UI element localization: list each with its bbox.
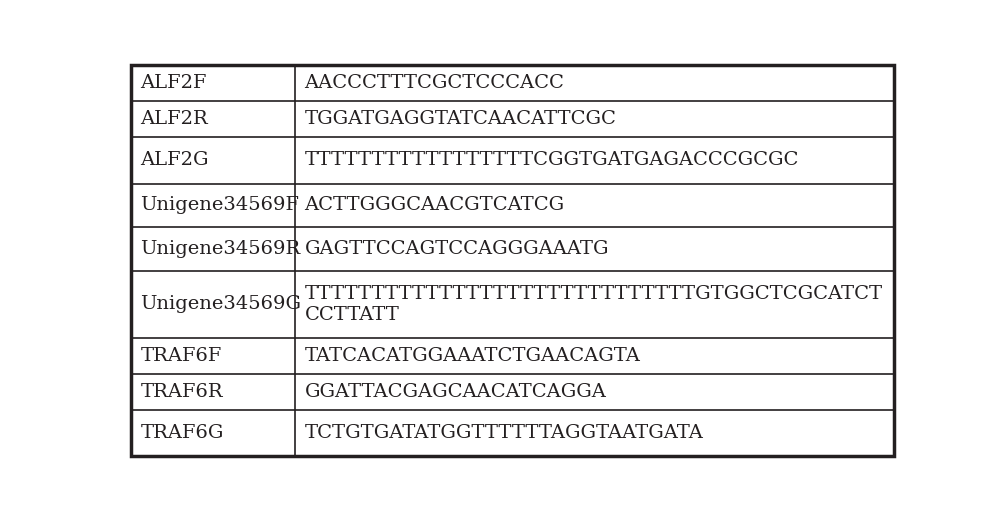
Text: TTTTTTTTTTTTTTTTTCGGTGATGAGACCCGCGC: TTTTTTTTTTTTTTTTTCGGTGATGAGACCCGCGC [304,152,799,169]
Text: TRAF6F: TRAF6F [140,347,222,365]
Bar [131,227,295,271]
Text: ALF2G: ALF2G [140,152,209,169]
Bar [295,374,894,410]
Text: TATCACATGGAAATCTGAACAGTA: TATCACATGGAAATCTGAACAGTA [304,347,640,365]
Bar [131,184,295,227]
Bar [131,337,295,374]
Text: TGGATGAGGTATCAACATTCGC: TGGATGAGGTATCAACATTCGC [304,110,616,128]
Bar [295,271,894,337]
Bar [131,410,295,456]
Text: Unigene34569R: Unigene34569R [140,240,301,258]
Bar [131,374,295,410]
Text: AACCCTTTCGCTCCCACC: AACCCTTTCGCTCCCACC [304,74,564,92]
Bar [131,101,295,137]
Bar [295,184,894,227]
Bar [295,137,894,184]
Text: ALF2F: ALF2F [140,74,207,92]
Bar [295,337,894,374]
Text: ALF2R: ALF2R [140,110,208,128]
Text: Unigene34569G: Unigene34569G [140,295,302,313]
Bar [131,271,295,337]
Text: Unigene34569F: Unigene34569F [140,196,300,214]
Bar [131,65,295,101]
Bar [295,65,894,101]
Text: GGATTACGAGCAACATCAGGA: GGATTACGAGCAACATCAGGA [304,383,606,401]
Text: TCTGTGATATGGTTTTTTAGGTAATGATA: TCTGTGATATGGTTTTTTAGGTAATGATA [304,424,703,442]
Text: TRAF6R: TRAF6R [140,383,223,401]
Bar [131,137,295,184]
Text: TRAF6G: TRAF6G [140,424,224,442]
Text: TTTTTTTTTTTTTTTTTTTTTTTTTTTTTGTGGCTCGCATCT
CCTTATT: TTTTTTTTTTTTTTTTTTTTTTTTTTTTTGTGGCTCGCAT… [304,285,883,324]
Bar [295,227,894,271]
Bar [295,410,894,456]
Text: ACTTGGGCAACGTCATCG: ACTTGGGCAACGTCATCG [304,196,565,214]
Text: GAGTTCCAGTCCAGGGAAATG: GAGTTCCAGTCCAGGGAAATG [304,240,609,258]
Bar [295,101,894,137]
